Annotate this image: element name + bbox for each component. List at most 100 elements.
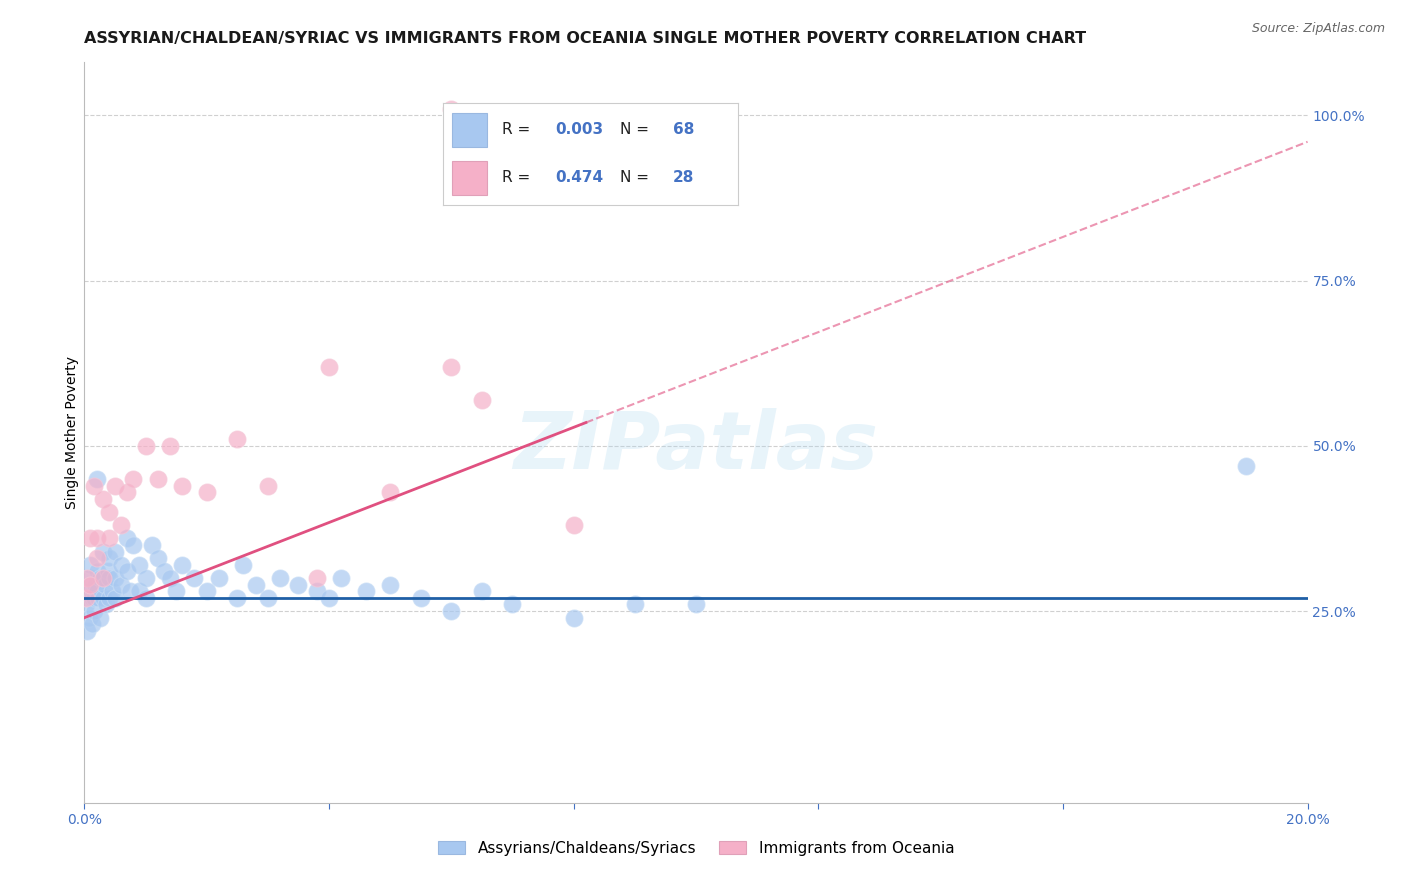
Point — [226, 591, 249, 605]
Point — [1236, 458, 1258, 473]
Text: 0.003: 0.003 — [555, 121, 603, 136]
Point — [110, 518, 132, 533]
Point — [83, 478, 105, 492]
Point — [91, 544, 114, 558]
Text: 28: 28 — [673, 170, 695, 185]
Point — [159, 571, 181, 585]
Point — [183, 571, 205, 585]
Point — [287, 577, 309, 591]
Point — [502, 598, 524, 612]
Point — [97, 551, 120, 566]
Point — [80, 591, 103, 605]
Text: R =: R = — [502, 170, 536, 185]
Y-axis label: Single Mother Poverty: Single Mother Poverty — [65, 356, 79, 509]
Point — [97, 532, 120, 546]
Text: N =: N = — [620, 121, 654, 136]
Point — [226, 432, 249, 446]
Point — [562, 518, 585, 533]
Point — [110, 577, 132, 591]
Point — [75, 598, 97, 612]
Point — [83, 604, 105, 618]
Point — [101, 584, 124, 599]
Point — [245, 577, 267, 591]
Point — [120, 584, 142, 599]
Point — [83, 591, 105, 605]
Point — [79, 558, 101, 572]
Point — [86, 532, 108, 546]
Text: 0.474: 0.474 — [555, 170, 603, 185]
Point — [440, 102, 463, 116]
FancyBboxPatch shape — [451, 113, 486, 146]
Point — [685, 598, 707, 612]
Point — [624, 598, 647, 612]
Text: 68: 68 — [673, 121, 695, 136]
Point — [135, 571, 157, 585]
Point — [104, 571, 127, 585]
Point — [471, 584, 494, 599]
Point — [89, 611, 111, 625]
Point — [380, 485, 402, 500]
Point — [86, 472, 108, 486]
Point — [562, 611, 585, 625]
Point — [471, 392, 494, 407]
Point — [354, 584, 377, 599]
Point — [115, 565, 138, 579]
Text: ASSYRIAN/CHALDEAN/SYRIAC VS IMMIGRANTS FROM OCEANIA SINGLE MOTHER POVERTY CORREL: ASSYRIAN/CHALDEAN/SYRIAC VS IMMIGRANTS F… — [84, 31, 1087, 46]
Point — [135, 591, 157, 605]
Point — [232, 558, 254, 572]
Point — [77, 611, 100, 625]
Text: ZIPatlas: ZIPatlas — [513, 409, 879, 486]
Point — [91, 491, 114, 506]
Point — [318, 591, 340, 605]
Point — [330, 571, 353, 585]
Point — [110, 558, 132, 572]
Point — [146, 551, 169, 566]
Point — [269, 571, 291, 585]
Point — [82, 617, 104, 632]
Point — [122, 538, 145, 552]
Point — [195, 584, 218, 599]
Point — [195, 485, 218, 500]
Text: Source: ZipAtlas.com: Source: ZipAtlas.com — [1251, 22, 1385, 36]
Point — [305, 584, 328, 599]
Point — [104, 544, 127, 558]
Legend: Assyrians/Chaldeans/Syriacs, Immigrants from Oceania: Assyrians/Chaldeans/Syriacs, Immigrants … — [432, 835, 960, 862]
Point — [91, 571, 114, 585]
Point — [257, 478, 280, 492]
Point — [91, 571, 114, 585]
Point — [76, 571, 98, 585]
Point — [93, 577, 115, 591]
Point — [380, 577, 402, 591]
Point — [305, 571, 328, 585]
Point — [128, 558, 150, 572]
Point — [318, 359, 340, 374]
Point — [97, 565, 120, 579]
Point — [208, 571, 231, 585]
Point — [257, 591, 280, 605]
Point — [440, 359, 463, 374]
Point — [128, 584, 150, 599]
Point — [153, 565, 176, 579]
Point — [76, 624, 98, 638]
Point — [172, 558, 194, 572]
Point — [104, 478, 127, 492]
Point — [115, 532, 138, 546]
Point — [79, 577, 101, 591]
Point — [440, 604, 463, 618]
Point — [104, 591, 127, 605]
Point — [86, 565, 108, 579]
Point — [159, 439, 181, 453]
Point — [97, 591, 120, 605]
Point — [97, 505, 120, 519]
Point — [86, 551, 108, 566]
Point — [83, 577, 105, 591]
Point — [87, 591, 110, 605]
Point — [172, 478, 194, 492]
Point — [75, 591, 97, 605]
FancyBboxPatch shape — [451, 161, 486, 194]
Point — [86, 584, 108, 599]
Point — [165, 584, 187, 599]
Text: N =: N = — [620, 170, 654, 185]
Point — [79, 571, 101, 585]
Point — [409, 591, 432, 605]
